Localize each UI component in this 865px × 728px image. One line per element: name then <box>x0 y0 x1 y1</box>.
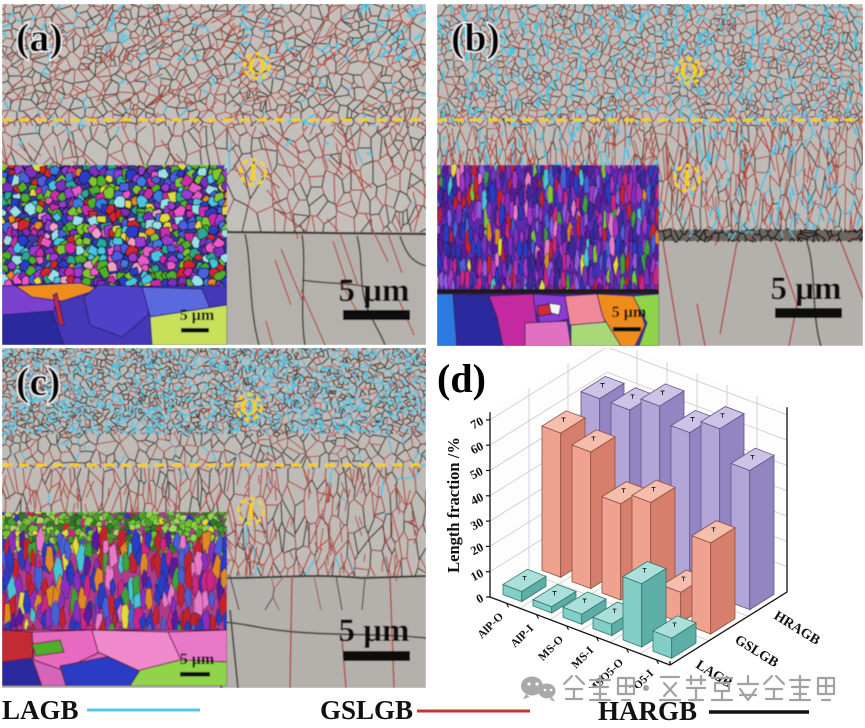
svg-text:40: 40 <box>468 490 486 508</box>
svg-text:5 μm: 5 μm <box>339 273 410 309</box>
svg-text:(c): (c) <box>16 359 60 404</box>
svg-text:I: I <box>248 160 257 186</box>
svg-text:60: 60 <box>468 439 486 457</box>
svg-text:(a): (a) <box>16 15 63 60</box>
svg-text:70: 70 <box>468 414 486 432</box>
svg-text:(b): (b) <box>451 15 500 60</box>
svg-text:5 μm: 5 μm <box>612 304 647 321</box>
svg-text:O: O <box>240 395 259 421</box>
svg-text:10: 10 <box>468 566 486 584</box>
svg-text:5 μm: 5 μm <box>180 651 215 668</box>
svg-text:HARGB: HARGB <box>598 696 697 723</box>
svg-text:LAGB: LAGB <box>2 695 79 723</box>
svg-text:20: 20 <box>468 540 486 558</box>
svg-text:30: 30 <box>468 515 486 533</box>
svg-text:O: O <box>680 59 699 85</box>
svg-text:GSLGB: GSLGB <box>320 695 413 723</box>
svg-text:Length fraction /%: Length fraction /% <box>444 437 463 573</box>
svg-text:O: O <box>248 54 267 80</box>
svg-text:5 μm: 5 μm <box>180 307 215 324</box>
svg-text:50: 50 <box>468 464 486 482</box>
svg-text:I: I <box>682 166 691 192</box>
svg-text:I: I <box>246 499 255 525</box>
svg-text:(d): (d) <box>437 356 486 401</box>
svg-text:5 μm: 5 μm <box>771 271 842 307</box>
svg-text:5 μm: 5 μm <box>339 613 410 649</box>
